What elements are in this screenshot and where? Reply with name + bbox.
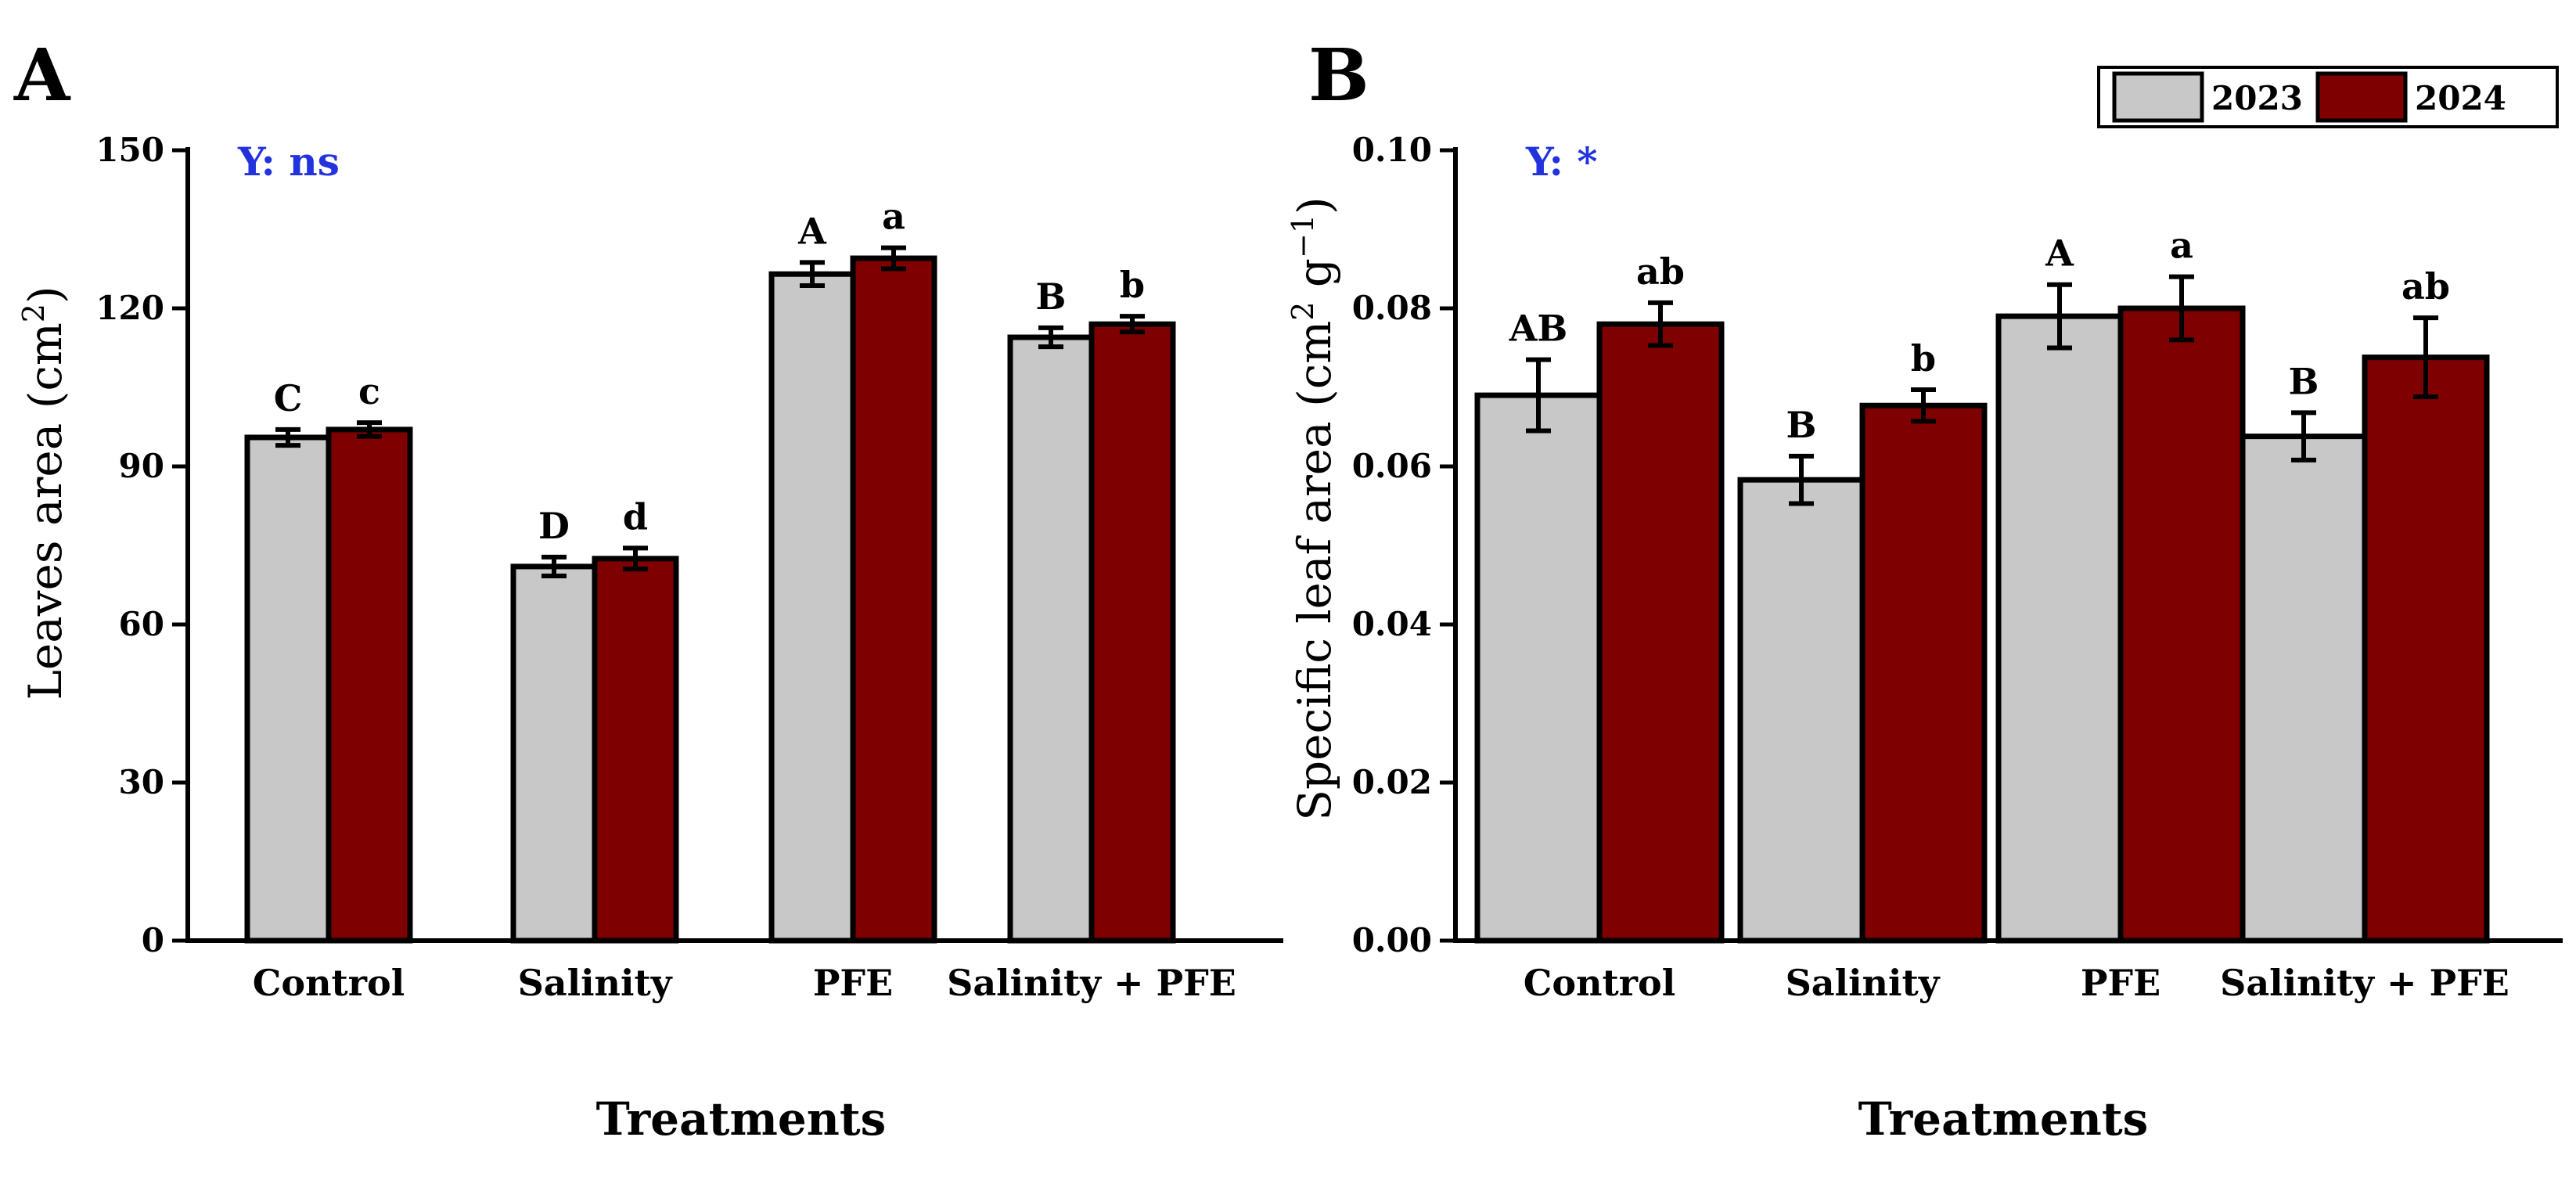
panel-b-significance-letter: B — [2289, 360, 2319, 402]
panel-a-y-axis-title: Leaves area (cm2) — [16, 286, 72, 700]
panel-a-y-tick-label: 0 — [142, 921, 164, 959]
legend-label-2024: 2024 — [2415, 79, 2506, 117]
panel-a-bar-2024-salinity-pfe — [1088, 321, 1176, 944]
panel-b-bar-2023-pfe — [1995, 313, 2124, 944]
panel-b-significance-letter: AB — [1509, 308, 1568, 350]
panel-b-significance-letter: a — [2170, 225, 2193, 267]
panel-b-x-axis-title: Treatments — [1858, 1092, 2149, 1146]
panel-b-x-tick-label: Control — [1524, 962, 1675, 1004]
panel-a-y-tick-label: 60 — [119, 605, 164, 643]
panel-a-y-tick-label: 90 — [119, 447, 164, 485]
panel-b-bar-2024-pfe — [2117, 305, 2246, 944]
panel-b-bar-2024-salinity — [1859, 402, 1988, 944]
panel-b-y-tick-label: 0.04 — [1352, 605, 1432, 643]
panel-b-significance-letter: b — [1911, 337, 1936, 380]
panel-b-significance-letter: A — [2045, 232, 2074, 275]
panel-a-y-tick-label: 120 — [95, 289, 164, 327]
panel-a-significance-letter: a — [882, 196, 905, 238]
panel-a-significance-letter: B — [1036, 275, 1067, 318]
panel-b-y-tick-label: 0.02 — [1352, 763, 1432, 801]
panel-b-significance-letter: ab — [2402, 265, 2450, 308]
panel-b-bar-2023-control — [1474, 392, 1603, 944]
panel-a-x-axis-title: Treatments — [596, 1092, 887, 1146]
panel-a-y-tick-label: 30 — [119, 763, 164, 801]
panel-b-y-axis-title: Specific leaf area (cm2 g−1) — [1286, 196, 1341, 820]
panel-a-bar-2023-control — [244, 434, 332, 944]
panel-a-bar-2023-salinity-pfe — [1007, 334, 1095, 944]
panel-a: A Y: ns Treatments Leaves area (cm2) 0 30… — [13, 33, 1283, 1146]
panel-b-y-tick-label: 0.10 — [1352, 131, 1432, 169]
panel-a-bar-2024-control — [326, 426, 413, 944]
panel-b-y-tick-label: 0.06 — [1352, 447, 1432, 485]
panel-a-x-tick-label: Salinity + PFE — [947, 962, 1236, 1004]
panel-a-significance-letter: D — [538, 505, 570, 547]
panel-a-y-tick-label: 150 — [95, 131, 164, 169]
panel-b-x-tick-label: Salinity — [1786, 962, 1941, 1004]
panel-a-significance-letter: b — [1120, 264, 1145, 306]
panel-a-x-tick-label: PFE — [813, 962, 893, 1004]
panel-b-significance-letter: ab — [1636, 250, 1685, 293]
panel-b-label: B — [1308, 33, 1369, 117]
panel-a-bar-2024-pfe — [850, 255, 937, 944]
legend-swatch-2023 — [2112, 71, 2204, 123]
panel-a-annotation: Y: ns — [237, 139, 340, 185]
panel-a-bar-2023-pfe — [768, 271, 856, 944]
panel-b-x-tick-label: PFE — [2081, 962, 2160, 1004]
legend-label-2023: 2023 — [2211, 79, 2303, 117]
panel-b-annotation: Y: * — [1525, 139, 1598, 185]
panel-a-bar-2023-salinity — [510, 563, 598, 944]
panel-b-significance-letter: B — [1786, 404, 1817, 446]
panel-a-x-tick-label: Control — [253, 962, 405, 1004]
panel-a-significance-letter: C — [274, 377, 303, 419]
panel-b-bar-2024-control — [1596, 321, 1725, 944]
panel-b-bar-2023-salinity — [1737, 477, 1865, 944]
panel-a-bar-2024-salinity — [592, 556, 679, 944]
legend: 2023 2024 — [2097, 66, 2559, 128]
panel-b-y-tick-label: 0.08 — [1352, 289, 1432, 327]
panel-a-significance-letter: d — [623, 495, 648, 538]
panel-b-y-tick-label: 0.00 — [1352, 921, 1432, 959]
panel-a-x-tick-label: Salinity — [518, 962, 673, 1004]
panel-b-bar-2024-salinity-pfe — [2362, 354, 2490, 944]
panel-b: B Y: * Treatments Specific leaf area (cm… — [1286, 33, 2563, 1146]
panel-b-bar-2023-salinity-pfe — [2240, 434, 2368, 944]
legend-swatch-2024 — [2315, 71, 2408, 123]
panel-a-significance-letter: c — [358, 370, 380, 412]
panel-a-label: A — [13, 33, 71, 117]
panel-a-significance-letter: A — [797, 210, 827, 252]
panel-b-x-tick-label: Salinity + PFE — [2220, 962, 2509, 1004]
